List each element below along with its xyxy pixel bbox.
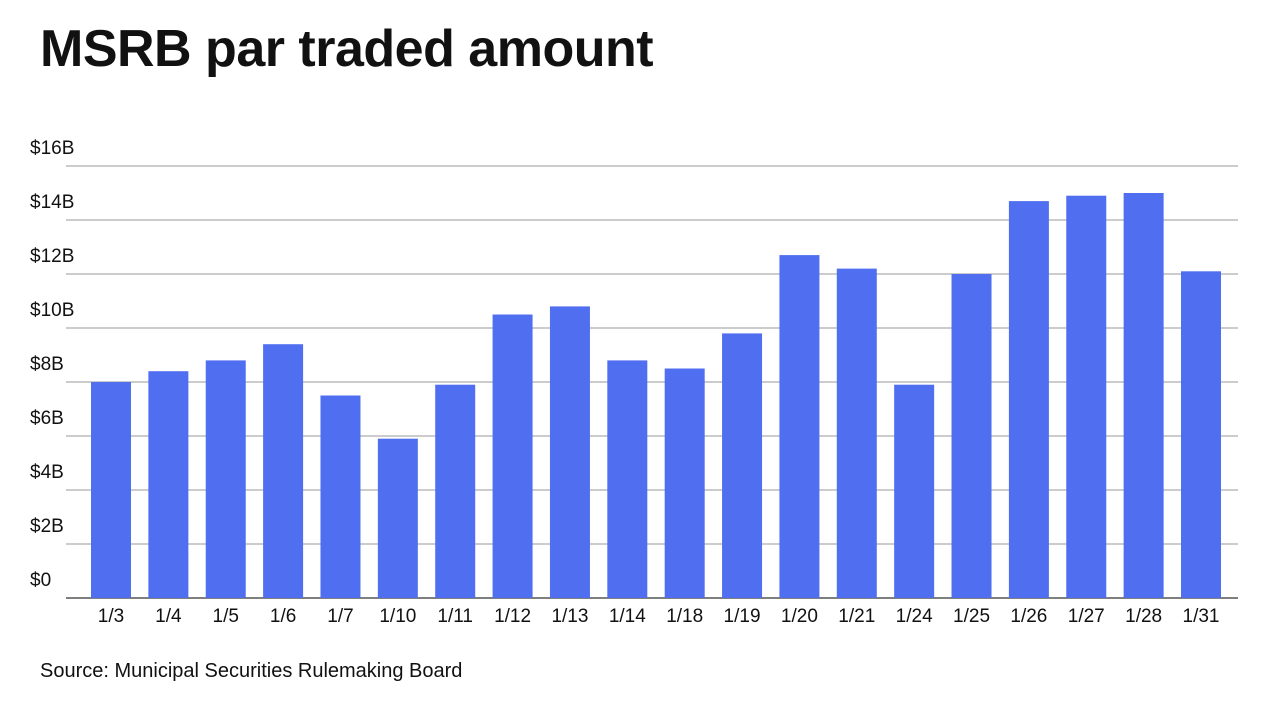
- bar: [377, 438, 418, 598]
- bar: [607, 360, 648, 598]
- x-tick-label: 1/7: [327, 606, 353, 627]
- x-tick-label: 1/10: [379, 606, 416, 627]
- bar: [894, 384, 935, 598]
- x-tick-label: 1/27: [1068, 606, 1105, 627]
- y-tick-label: $4B: [30, 462, 64, 483]
- x-tick-label: 1/28: [1125, 606, 1162, 627]
- bar: [320, 395, 361, 598]
- x-tick-label: 1/13: [551, 606, 588, 627]
- bar: [1008, 201, 1049, 598]
- bar: [205, 360, 246, 598]
- y-axis-tick-labels: $0 $2B $4B $6B $8B $10B $12B $14B $16B: [30, 138, 74, 591]
- y-tick-label: $16B: [30, 138, 74, 159]
- bar: [91, 382, 131, 598]
- y-tick-label: $12B: [30, 246, 74, 267]
- bar: [664, 368, 705, 598]
- bar: [263, 344, 304, 598]
- bar: [779, 255, 820, 598]
- y-tick-label: $8B: [30, 354, 64, 375]
- bar: [148, 371, 189, 598]
- y-tick-label: $10B: [30, 300, 74, 321]
- bar: [549, 306, 590, 598]
- bars: [91, 193, 1221, 598]
- x-tick-label: 1/24: [896, 606, 933, 627]
- x-tick-label: 1/14: [609, 606, 646, 627]
- bar: [1123, 193, 1164, 598]
- x-tick-label: 1/12: [494, 606, 531, 627]
- x-tick-label: 1/25: [953, 606, 990, 627]
- y-tick-label: $14B: [30, 192, 74, 213]
- y-tick-label: $6B: [30, 408, 64, 429]
- x-tick-label: 1/21: [838, 606, 875, 627]
- source-note: Source: Municipal Securities Rulemaking …: [40, 660, 463, 682]
- x-tick-label: 1/18: [666, 606, 703, 627]
- chart-title: MSRB par traded amount: [40, 20, 654, 78]
- x-tick-label: 1/31: [1183, 606, 1220, 627]
- bar: [836, 268, 877, 598]
- bar: [435, 384, 476, 598]
- bar: [1181, 271, 1221, 598]
- x-tick-label: 1/26: [1010, 606, 1047, 627]
- x-axis-tick-labels: 1/3 1/4 1/5 1/6 1/7 1/10 1/11 1/12 1/13 1/14 1/18 1…: [98, 606, 1220, 627]
- x-tick-label: 1/4: [155, 606, 182, 627]
- y-tick-label: $0: [30, 570, 51, 591]
- x-tick-label: 1/6: [270, 606, 296, 627]
- bar: [951, 274, 992, 598]
- x-tick-label: 1/20: [781, 606, 818, 627]
- bar: [492, 314, 533, 598]
- x-tick-label: 1/5: [213, 606, 239, 627]
- x-tick-label: 1/19: [724, 606, 761, 627]
- y-tick-label: $2B: [30, 516, 64, 537]
- x-tick-label: 1/11: [437, 606, 473, 627]
- x-tick-label: 1/3: [98, 606, 124, 627]
- bar: [1066, 195, 1107, 598]
- bar: [722, 333, 763, 598]
